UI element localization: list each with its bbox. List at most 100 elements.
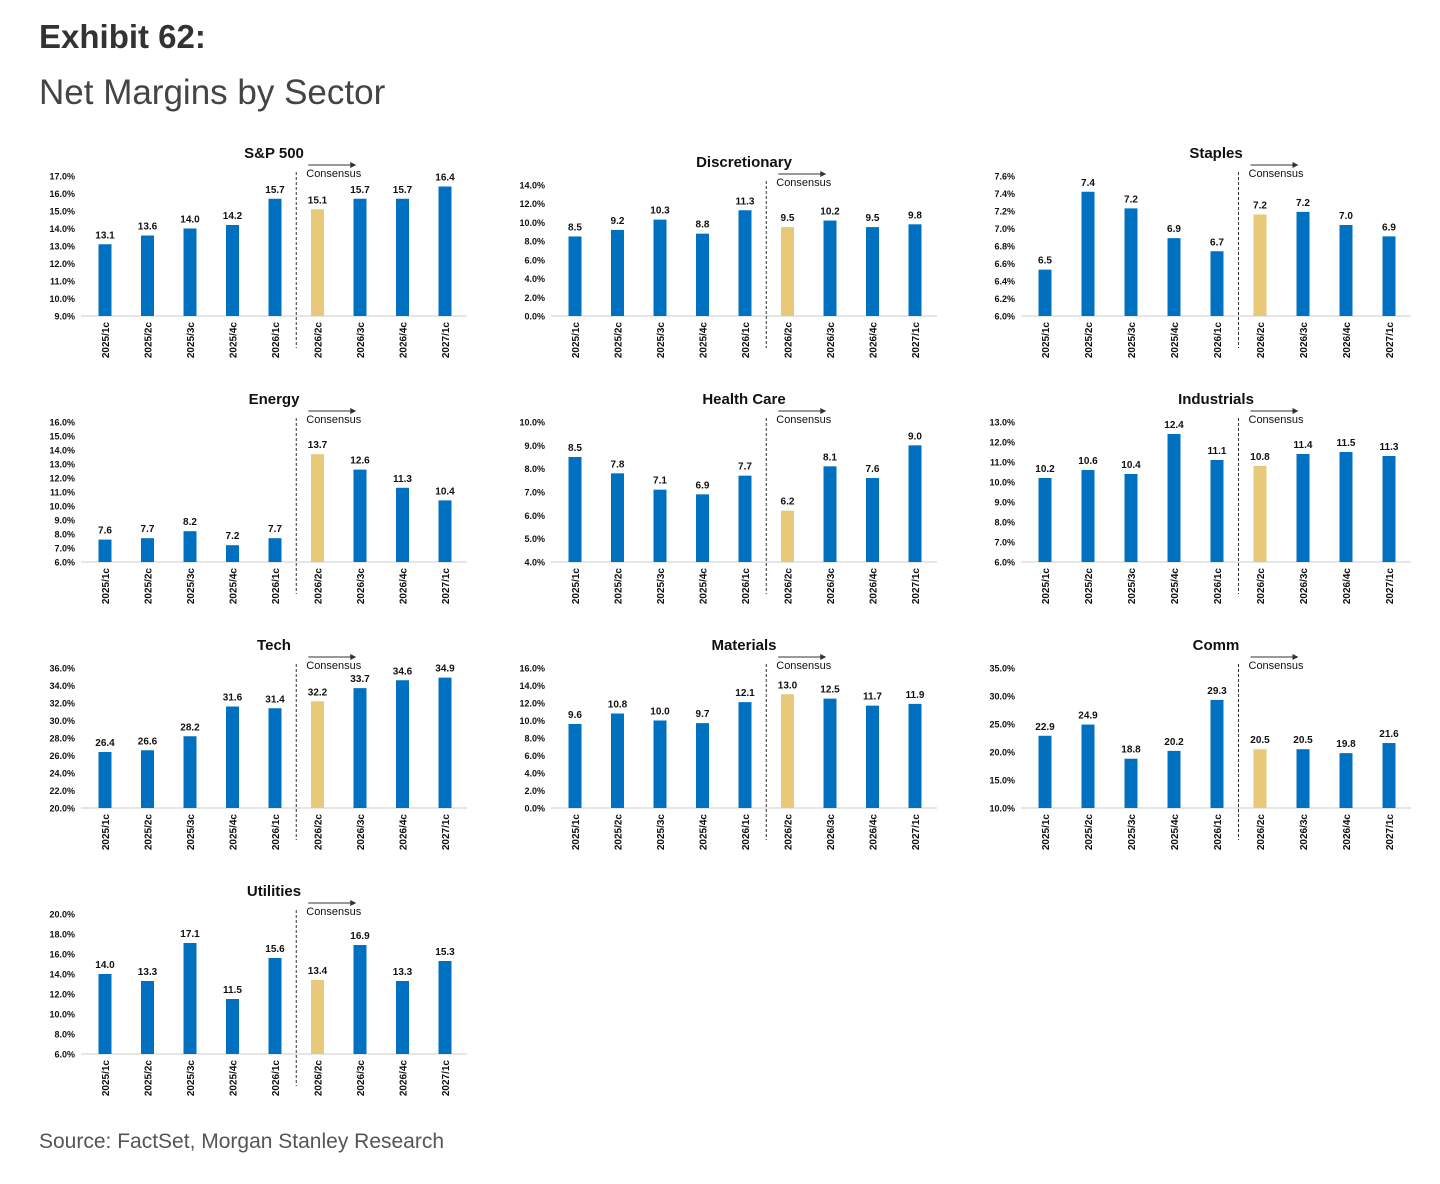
y-tick-label: 6.0%: [994, 312, 1015, 322]
bar: [141, 750, 154, 808]
bar: [226, 999, 239, 1054]
bar: [823, 220, 837, 316]
data-label: 6.5: [1038, 256, 1052, 267]
data-label: 15.7: [350, 185, 370, 196]
data-label: 24.9: [1078, 711, 1098, 722]
bar: [1038, 269, 1052, 316]
x-tick-label: 2026/4c: [869, 814, 880, 851]
x-tick-label: 2026/3c: [1299, 568, 1310, 605]
bar: [866, 705, 879, 808]
x-tick-label: 2026/1c: [741, 814, 752, 851]
x-tick-label: 2025/2c: [1084, 568, 1095, 605]
y-tick-label: 14.0%: [49, 446, 75, 456]
data-label: 6.9: [696, 480, 710, 491]
bar: [98, 974, 112, 1054]
x-tick-label: 2025/1c: [101, 814, 112, 851]
x-tick-label: 2026/3c: [356, 814, 367, 851]
consensus-arrowhead: [1292, 408, 1299, 414]
x-tick-label: 2027/1c: [441, 322, 452, 359]
bar: [311, 701, 324, 808]
bar: [653, 489, 667, 562]
data-label: 10.0: [650, 707, 670, 718]
bar: [1253, 749, 1267, 808]
y-tick-label: 10.0%: [49, 294, 75, 304]
data-label: 14.2: [223, 211, 243, 222]
x-tick-label: 2027/1c: [441, 568, 452, 605]
x-tick-label: 2025/1c: [1041, 814, 1052, 851]
bar: [1081, 724, 1095, 808]
y-tick-label: 14.0%: [519, 681, 545, 691]
x-tick-label: 2025/4c: [699, 568, 710, 605]
x-tick-label: 2026/4c: [1342, 568, 1353, 605]
x-tick-label: 2026/1c: [741, 568, 752, 605]
data-label: 7.7: [268, 524, 282, 535]
y-tick-label: 26.0%: [49, 751, 75, 761]
y-tick-label: 8.0%: [54, 1030, 75, 1040]
data-label: 34.6: [393, 666, 413, 677]
data-label: 11.7: [863, 692, 882, 703]
x-tick-label: 2026/2c: [314, 814, 325, 851]
y-tick-label: 12.0%: [49, 474, 75, 484]
chart-panel: Tech 20.0% 22.0% 24.0% 26.0% 28.0% 30.0% 32.0% 3…: [49, 637, 467, 850]
x-tick-label: 2025/1c: [1041, 322, 1052, 359]
consensus-arrowhead: [1292, 162, 1299, 168]
data-label: 10.8: [1250, 452, 1270, 463]
y-tick-label: 11.0%: [50, 488, 75, 498]
y-tick-label: 10.0%: [519, 418, 545, 428]
x-tick-label: 2027/1c: [911, 568, 922, 605]
chart-title: Discretionary: [696, 154, 793, 171]
bar: [866, 478, 879, 562]
y-tick-label: 16.0%: [49, 189, 75, 199]
x-tick-label: 2026/2c: [784, 568, 795, 605]
x-tick-label: 2026/2c: [784, 322, 795, 359]
data-label: 33.7: [350, 674, 370, 685]
bar: [396, 981, 409, 1054]
bar: [738, 475, 752, 562]
y-tick-label: 11.0%: [990, 458, 1015, 468]
data-label: 11.5: [223, 985, 242, 996]
bar: [781, 510, 794, 562]
x-tick-label: 2026/3c: [1299, 814, 1310, 851]
x-tick-label: 2025/1c: [571, 322, 582, 359]
x-tick-label: 2025/3c: [186, 814, 197, 851]
x-tick-label: 2026/2c: [314, 568, 325, 605]
data-label: 7.7: [141, 524, 155, 535]
y-tick-label: 10.0%: [49, 502, 75, 512]
y-tick-label: 0.0%: [524, 804, 545, 814]
y-tick-label: 6.0%: [994, 558, 1015, 568]
y-tick-label: 0.0%: [524, 312, 545, 322]
x-tick-label: 2025/4c: [699, 814, 710, 851]
data-label: 7.4: [1081, 178, 1095, 189]
data-label: 7.2: [1296, 198, 1310, 209]
data-label: 31.6: [223, 693, 243, 704]
y-tick-label: 11.0%: [50, 277, 75, 287]
x-tick-label: 2026/3c: [1299, 322, 1310, 359]
x-tick-label: 2025/2c: [144, 814, 155, 851]
x-tick-label: 2026/3c: [826, 322, 837, 359]
y-tick-label: 8.0%: [54, 530, 75, 540]
data-label: 15.3: [435, 947, 455, 958]
x-tick-label: 2026/4c: [399, 322, 410, 359]
x-tick-label: 2026/2c: [1256, 568, 1267, 605]
data-label: 7.7: [738, 462, 752, 473]
bar: [1210, 699, 1224, 808]
y-tick-label: 15.0%: [49, 432, 75, 442]
consensus-label: Consensus: [776, 660, 832, 672]
consensus-arrowhead: [350, 162, 357, 168]
y-tick-label: 16.0%: [49, 418, 75, 428]
bar: [1167, 750, 1181, 808]
bar: [696, 233, 709, 316]
y-tick-label: 22.0%: [49, 786, 75, 796]
x-tick-label: 2026/2c: [1256, 322, 1267, 359]
bar: [353, 198, 367, 316]
x-tick-label: 2026/1c: [271, 568, 282, 605]
data-label: 9.2: [611, 216, 625, 227]
y-tick-label: 6.8%: [994, 242, 1015, 252]
data-label: 15.7: [265, 185, 285, 196]
consensus-label: Consensus: [306, 414, 362, 426]
chart-title: Utilities: [247, 883, 301, 900]
y-tick-label: 6.4%: [994, 277, 1015, 287]
y-tick-label: 32.0%: [49, 699, 75, 709]
bar: [1167, 434, 1181, 562]
